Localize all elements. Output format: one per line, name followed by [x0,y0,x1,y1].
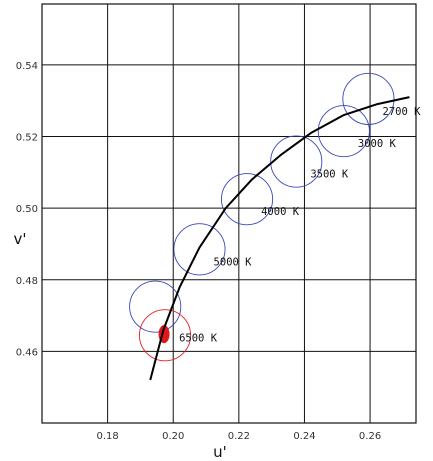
cct-label: 5000 K [214,256,253,268]
x-tick-labels: 0.18 0.20 0.22 0.24 0.26 [96,431,381,442]
plot-area: 2700 K 3000 K 3500 K 4000 K 5000 K 6500 K [129,72,422,381]
highlight-ellipse [138,309,192,362]
y-tick-label: 0.46 [16,347,38,358]
tolerance-ellipse [129,280,182,333]
grid-lines [41,3,417,424]
y-tick-label: 0.54 [16,61,38,72]
y-tick-labels: 0.46 0.48 0.50 0.52 0.54 [16,61,38,358]
y-tick-label: 0.52 [16,133,38,144]
tolerance-ellipse [221,173,274,226]
x-tick-label: 0.22 [228,431,250,442]
plot-frame [41,3,417,424]
planckian-locus-line [149,96,410,381]
y-axis-label: v' [13,230,26,248]
tolerance-ellipse [317,105,370,158]
x-tick-label: 0.18 [96,431,118,442]
tolerance-ellipse [173,223,226,276]
cct-label: 6500 K [179,332,218,344]
x-axis-label: u' [213,443,227,461]
x-tick-label: 0.24 [293,431,315,442]
x-tick-label: 0.26 [359,431,381,442]
cct-label: 3000 K [358,138,397,150]
cct-label: 3500 K [310,169,349,181]
cct-label: 2700 K [383,106,422,118]
y-tick-label: 0.48 [16,276,38,287]
cct-label: 4000 K [261,206,300,218]
x-tick-label: 0.20 [162,431,184,442]
tolerance-ellipse [270,135,323,188]
y-tick-label: 0.50 [16,204,38,215]
